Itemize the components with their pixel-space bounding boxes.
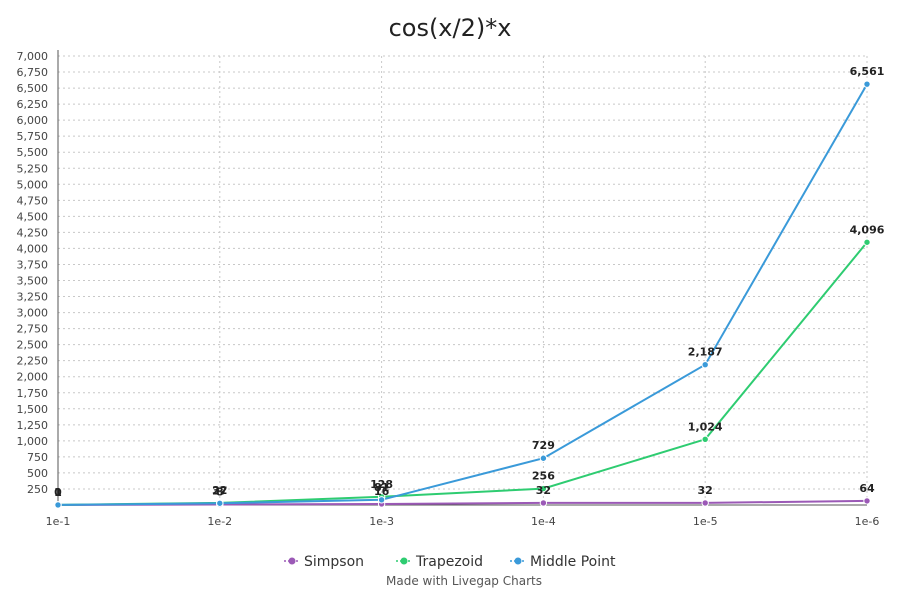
y-tick-label: 3,250	[17, 291, 49, 304]
y-tick-label: 7,000	[17, 50, 49, 63]
legend-label: Middle Point	[530, 554, 616, 570]
chart-title: cos(x/2)*x	[389, 14, 512, 42]
data-label-simpson: 32	[536, 484, 551, 497]
data-point-middle-point[interactable]	[863, 80, 871, 88]
data-point-middle-point[interactable]	[216, 499, 224, 507]
y-tick-label: 3,000	[17, 307, 49, 320]
data-label-simpson: 64	[859, 482, 875, 495]
y-tick-label: 1,000	[17, 435, 49, 448]
data-label-trapezoid: 1	[54, 486, 62, 499]
legend-label: Trapezoid	[415, 554, 483, 570]
data-point-simpson[interactable]	[863, 497, 871, 505]
data-point-trapezoid[interactable]	[701, 435, 709, 444]
y-tick-label: 250	[27, 483, 48, 496]
data-point-trapezoid[interactable]	[539, 484, 548, 493]
data-label-simpson: 8	[216, 485, 224, 498]
credit-text: Made with Livegap Charts	[386, 574, 542, 588]
data-point-trapezoid[interactable]	[863, 238, 871, 246]
y-tick-label: 2,000	[17, 371, 49, 384]
data-label-simpson: 32	[698, 484, 713, 497]
data-label-simpson: 16	[374, 485, 390, 498]
y-tick-label: 2,750	[17, 323, 49, 336]
y-tick-label: 1,750	[17, 387, 49, 400]
y-tick-label: 6,000	[17, 114, 49, 127]
data-label-trapezoid: 128	[370, 478, 393, 491]
data-label-trapezoid: 32	[212, 484, 227, 497]
data-label-trapezoid: 4,096	[850, 223, 885, 236]
y-tick-label: 3,500	[17, 275, 49, 288]
legend-item-middle-point[interactable]: Middle Point	[510, 554, 616, 570]
data-label-middle-point: 27	[212, 484, 227, 497]
x-tick-label: 1e-2	[207, 515, 232, 528]
x-tick-label: 1e-3	[369, 515, 394, 528]
series-lines	[57, 83, 868, 506]
data-label-middle-point: 2,187	[688, 346, 723, 359]
y-tick-label: 6,250	[17, 98, 49, 111]
y-tick-label: 5,500	[17, 146, 49, 159]
data-point-middle-point[interactable]	[701, 361, 709, 369]
y-tick-label: 2,250	[17, 355, 49, 368]
legend-swatch-dot	[514, 557, 522, 565]
y-tick-label: 4,750	[17, 194, 49, 207]
y-tick-label: 5,250	[17, 162, 49, 175]
y-tick-label: 6,500	[17, 82, 49, 95]
series-line-middle-point	[57, 83, 868, 506]
y-tick-label: 1,250	[17, 419, 49, 432]
y-tick-label: 1,500	[17, 403, 49, 416]
x-tick-label: 1e-6	[855, 515, 880, 528]
x-tick-label: 1e-1	[46, 515, 71, 528]
data-label-middle-point: 6,561	[850, 65, 885, 78]
data-point-middle-point[interactable]	[539, 454, 548, 462]
legend-item-simpson[interactable]: Simpson	[284, 554, 364, 570]
data-point-middle-point[interactable]	[377, 496, 386, 504]
y-tick-label: 2,500	[17, 339, 49, 352]
y-tick-label: 6,750	[17, 66, 49, 79]
data-label-trapezoid: 256	[532, 470, 555, 483]
legend-label: Simpson	[304, 554, 364, 570]
series-line-trapezoid	[57, 241, 868, 506]
y-tick-label: 4,250	[17, 226, 49, 239]
series-points	[54, 80, 871, 509]
data-point-middle-point[interactable]	[54, 501, 62, 509]
y-tick-label: 5,000	[17, 178, 49, 191]
y-tick-label: 500	[27, 467, 48, 480]
y-tick-label: 5,750	[17, 130, 49, 143]
x-tick-label: 1e-4	[531, 515, 556, 528]
data-label-middle-point: 729	[532, 439, 555, 452]
data-label-simpson: 0	[54, 486, 62, 499]
legend[interactable]: Simpson Trapezoid Middle Point	[284, 554, 616, 570]
series-line-simpson	[57, 499, 868, 506]
data-label-middle-point: 81	[374, 481, 389, 494]
x-tick-label: 1e-5	[693, 515, 718, 528]
grid	[57, 55, 868, 505]
data-point-simpson[interactable]	[539, 499, 548, 507]
y-tick-label: 3,750	[17, 258, 49, 271]
data-label-middle-point: 1	[54, 486, 62, 499]
legend-item-trapezoid[interactable]: Trapezoid	[396, 554, 483, 570]
data-point-simpson[interactable]	[701, 499, 709, 507]
y-tick-label: 750	[27, 451, 48, 464]
y-tick-label: 4,500	[17, 210, 49, 223]
y-tick-label: 4,000	[17, 242, 49, 255]
legend-swatch-dot	[288, 557, 296, 565]
axes: 250 500 750 1,000 1,250 1,500 1,750 2,000 2,250 2…	[17, 50, 880, 528]
legend-swatch-dot	[400, 557, 408, 565]
data-label-trapezoid: 1,024	[688, 420, 723, 433]
